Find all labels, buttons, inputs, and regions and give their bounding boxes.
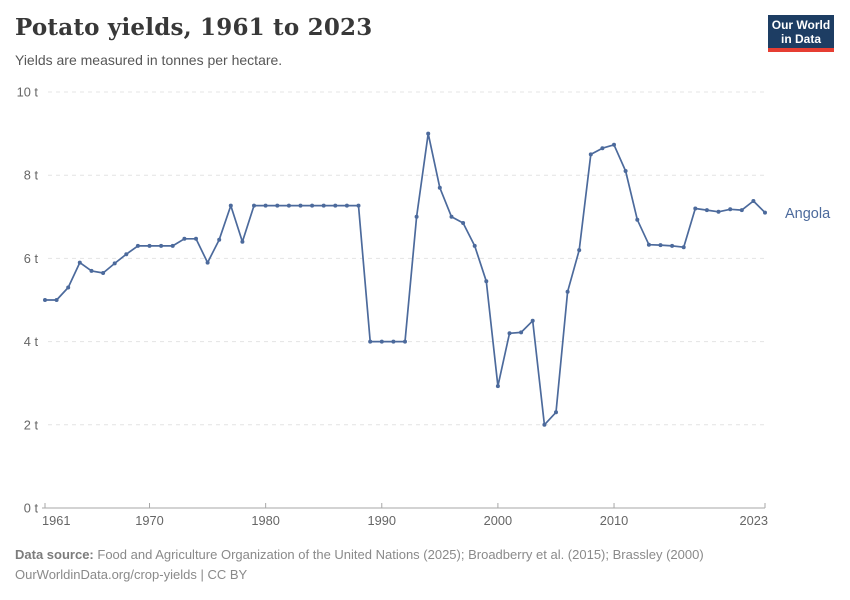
data-point: [391, 339, 396, 344]
data-point: [368, 339, 373, 344]
x-tick-label: 1961: [42, 513, 70, 528]
data-point: [763, 210, 767, 215]
owid-logo-line2: in Data: [780, 31, 821, 46]
y-tick-label: 0 t: [24, 501, 39, 516]
data-point: [77, 260, 82, 265]
data-source-line: Data source: Food and Agriculture Organi…: [15, 545, 835, 565]
footer: Data source: Food and Agriculture Organi…: [15, 545, 835, 584]
x-tick-label: 2010: [600, 513, 628, 528]
data-point: [426, 131, 431, 136]
data-point: [101, 271, 106, 275]
series-line: [44, 132, 766, 426]
data-point: [588, 152, 593, 157]
data-point: [437, 185, 442, 190]
data-point: [89, 268, 94, 273]
data-point: [403, 339, 407, 344]
data-point: [751, 199, 756, 203]
data-point: [344, 203, 349, 208]
license-line: OurWorldinData.org/crop-yields | CC BY: [15, 565, 835, 585]
data-point: [635, 217, 640, 222]
y-tick-label: 6 t: [24, 251, 39, 266]
data-point: [333, 203, 338, 208]
data-point: [298, 203, 303, 208]
data-point: [577, 248, 582, 253]
data-point: [623, 169, 628, 173]
data-point: [554, 410, 558, 415]
data-point: [43, 298, 47, 302]
data-point: [252, 203, 256, 208]
data-point: [449, 214, 454, 219]
data-point: [275, 203, 280, 208]
owid-logo[interactable]: Our World in Data: [768, 15, 834, 52]
data-point: [217, 237, 222, 242]
data-point: [728, 207, 733, 212]
data-source-text: Food and Agriculture Organization of the…: [97, 547, 704, 562]
y-tick-label: 8 t: [24, 168, 39, 183]
data-point: [205, 260, 210, 265]
data-point: [495, 384, 500, 389]
data-point: [693, 206, 698, 211]
license-label[interactable]: CC BY: [207, 566, 248, 582]
crop-yields-link[interactable]: OurWorldinData.org/crop-yields: [15, 566, 197, 582]
data-point: [472, 243, 477, 248]
data-point: [159, 243, 164, 248]
data-point: [170, 243, 175, 248]
data-point: [484, 279, 489, 284]
x-tick-label: 1990: [368, 513, 396, 528]
data-point: [182, 236, 187, 241]
x-tick-label: 1980: [251, 513, 279, 528]
data-point: [507, 331, 512, 336]
data-point: [147, 243, 152, 248]
data-point: [321, 203, 326, 208]
data-point: [739, 208, 744, 213]
data-point: [379, 339, 384, 344]
x-tick-label: 1970: [135, 513, 163, 528]
data-point: [240, 239, 245, 244]
data-point: [263, 203, 268, 208]
data-point: [356, 203, 361, 208]
data-point: [414, 214, 419, 219]
data-point: [704, 208, 709, 213]
data-point: [194, 236, 198, 241]
y-tick-label: 2 t: [24, 417, 39, 432]
series-label-angola[interactable]: Angola: [785, 206, 831, 222]
data-point: [286, 203, 291, 208]
y-tick-label: 10 t: [17, 85, 39, 100]
data-source-label: Data source:: [15, 547, 94, 562]
data-point: [612, 142, 616, 147]
data-point: [670, 243, 675, 248]
data-point: [542, 422, 547, 427]
data-point: [716, 209, 721, 214]
data-point: [565, 289, 570, 294]
data-point: [646, 242, 651, 247]
page-title: Potato yields, 1961 to 2023: [15, 14, 373, 41]
footer-separator: |: [200, 566, 204, 582]
data-point: [54, 298, 59, 302]
data-point: [461, 221, 466, 225]
chart-subtitle: Yields are measured in tonnes per hectar…: [15, 52, 283, 68]
data-point: [66, 285, 71, 290]
data-point: [135, 243, 140, 248]
data-point: [519, 330, 524, 335]
x-tick-label: 2023: [740, 513, 768, 528]
data-point: [228, 203, 233, 208]
data-point: [600, 146, 605, 151]
y-tick-label: 4 t: [24, 334, 39, 349]
data-point: [124, 252, 129, 257]
data-point: [310, 203, 315, 208]
data-point: [112, 261, 117, 266]
x-tick-label: 2000: [484, 513, 512, 528]
owid-logo-line1: Our World: [771, 17, 831, 32]
data-point: [681, 245, 686, 250]
data-point: [530, 318, 535, 323]
data-point: [658, 243, 663, 248]
